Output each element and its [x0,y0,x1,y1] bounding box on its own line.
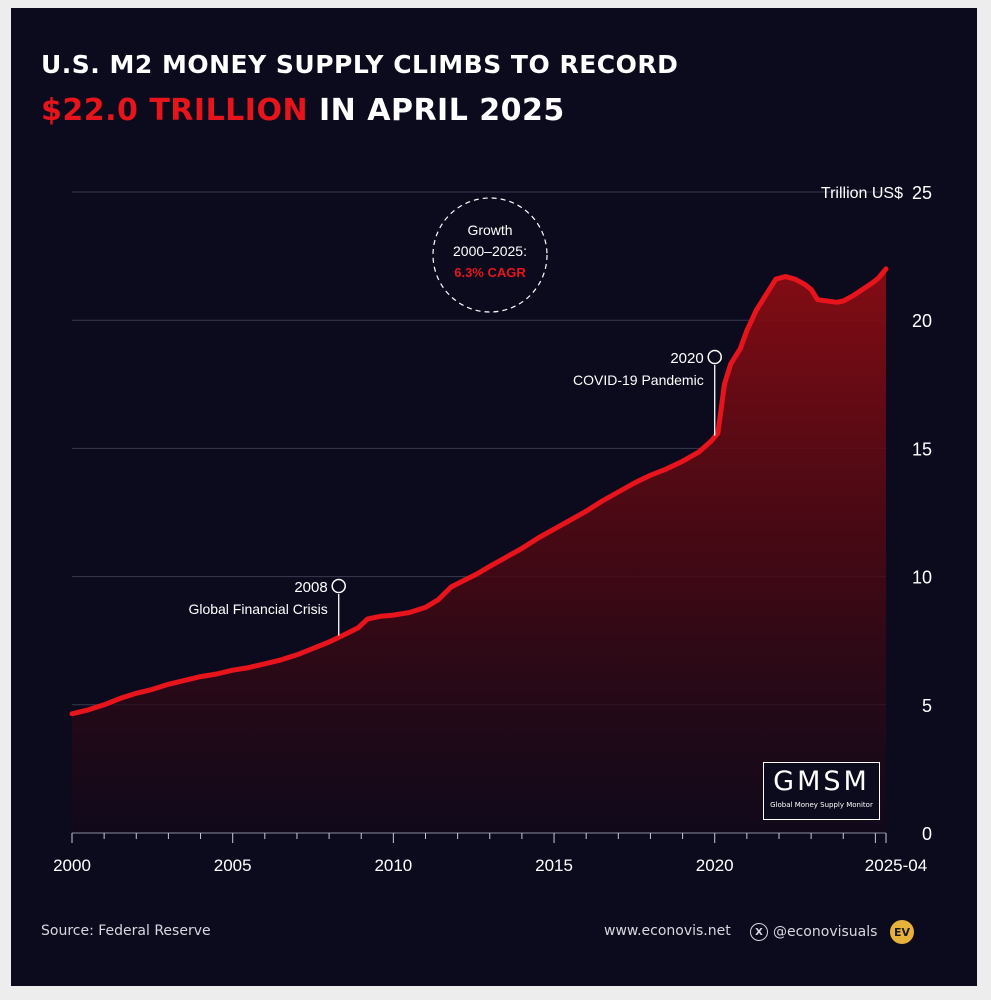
x-tick-label: 2025-04 [865,856,927,875]
annotation-label: COVID-19 Pandemic [573,372,704,388]
x-tick-label: 2005 [214,856,252,875]
y-tick-label: 25 [912,183,932,203]
website-link[interactable]: www.econovis.net [604,923,731,939]
x-icon: X [750,923,768,941]
gmsm-logo: GMSM Global Money Supply Monitor [763,762,880,820]
growth-badge-line-1: Growth [467,222,512,238]
x-tick-label: 2020 [696,856,734,875]
growth-badge-cagr: 6.3% CAGR [454,265,526,280]
title-highlight-value: $22.0 TRILLION [41,93,309,128]
source-note: Source: Federal Reserve [41,923,211,939]
gmsm-logo-text: GMSM [773,766,870,797]
chart-title-line-1: U.S. M2 MONEY SUPPLY CLIMBS TO RECORD [41,50,679,79]
chart-title-line-2: $22.0 TRILLION IN APRIL 2025 [41,93,565,128]
gmsm-logo-subtitle: Global Money Supply Monitor [770,801,873,809]
growth-badge-circle [432,197,548,313]
title-rest: IN APRIL 2025 [308,93,565,128]
series-line [69,266,889,717]
x-tick-label: 2010 [374,856,412,875]
annotation-marker [707,349,722,365]
social-handle-text: @econovisuals [773,924,878,940]
social-handle[interactable]: X @econovisuals [750,923,877,941]
growth-badge-line-2: 2000–2025: [453,243,527,259]
series-area [72,268,886,833]
annotation-year: 2020 [670,350,703,367]
y-tick-label: 20 [912,311,932,331]
y-tick-label: 0 [922,824,932,844]
annotation-marker [331,578,346,594]
y-tick-label: 15 [912,439,932,459]
annotation-year: 2008 [294,579,327,596]
annotation-label: Global Financial Crisis [188,601,327,617]
y-tick-label: 5 [922,696,932,716]
y-tick-label: 10 [912,568,932,588]
x-tick-label: 2000 [53,856,91,875]
x-tick-label: 2015 [535,856,573,875]
y-axis-label: Trillion US$ [821,185,903,202]
ev-logo-icon: EV [890,920,914,944]
